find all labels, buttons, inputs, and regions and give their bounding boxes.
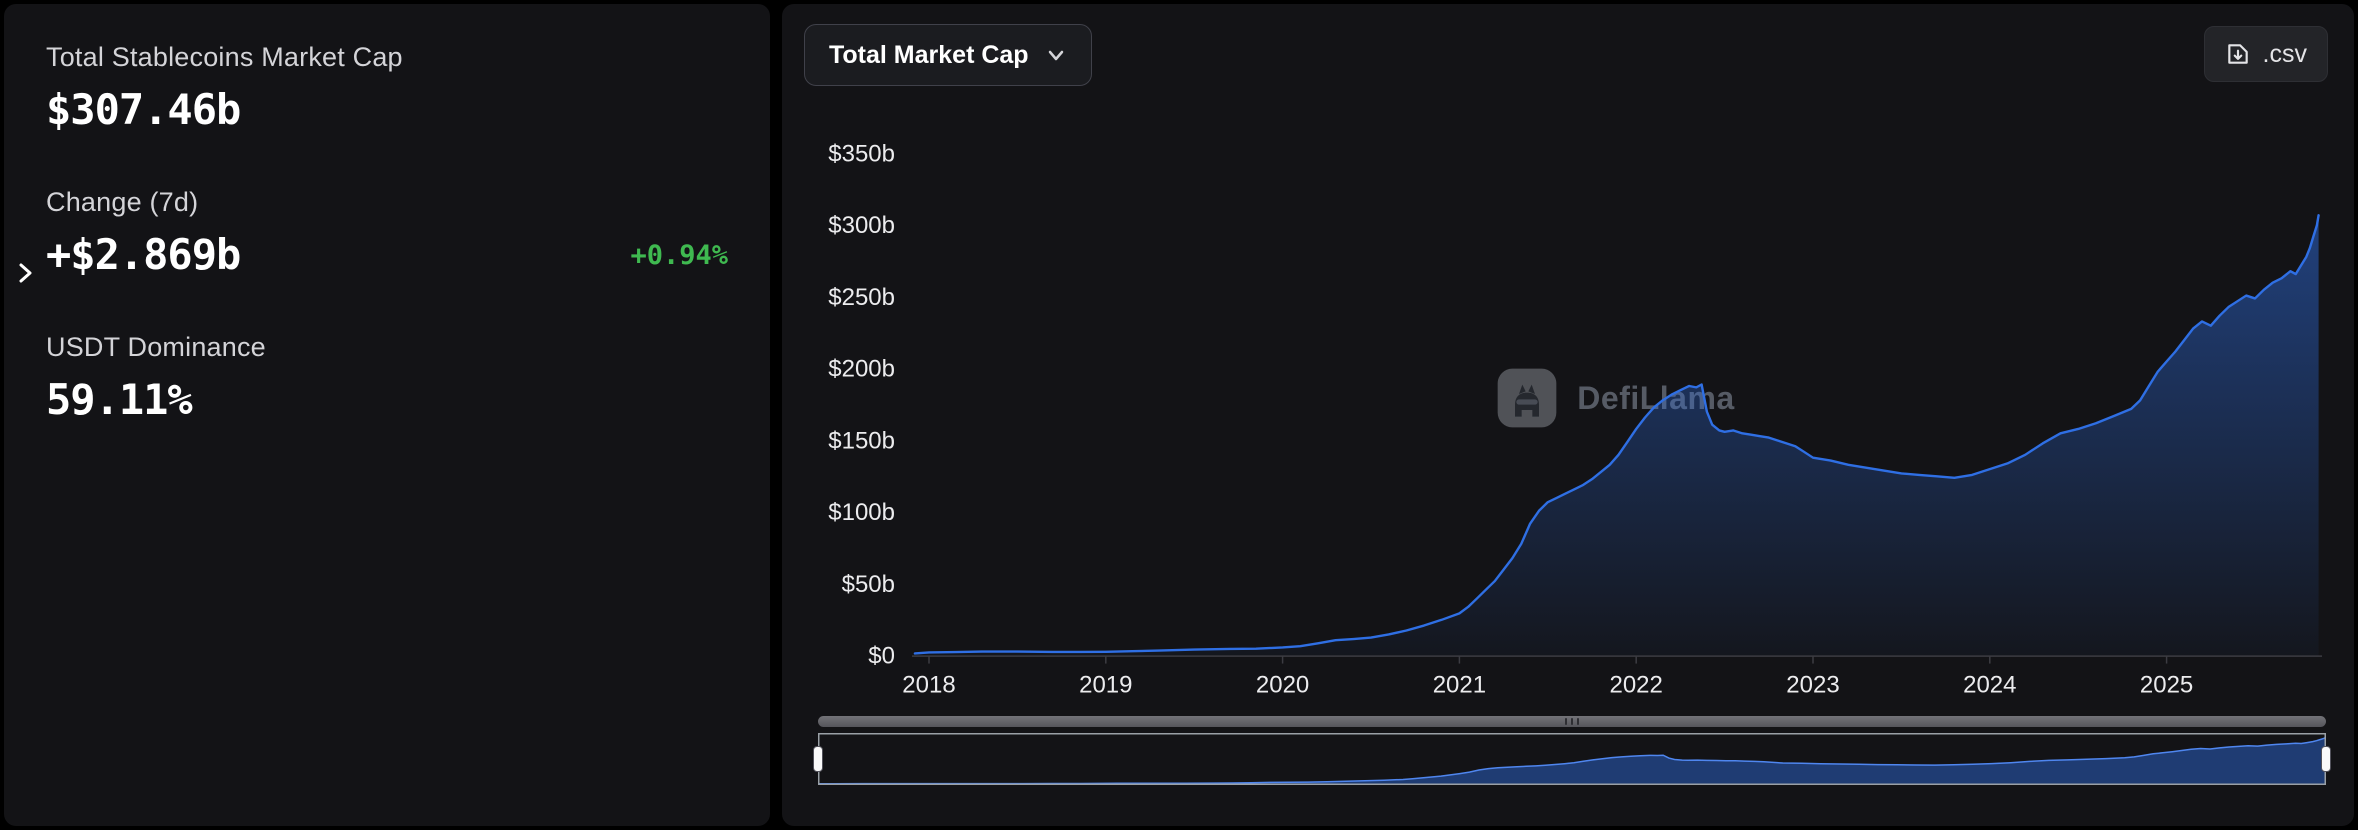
change-value: +$2.869b bbox=[46, 230, 241, 280]
expand-chevron-icon[interactable] bbox=[12, 260, 38, 286]
svg-text:$50b: $50b bbox=[842, 571, 895, 598]
scrollbar-grip-icon bbox=[1565, 718, 1567, 725]
brush-minimap-chart[interactable] bbox=[818, 733, 2326, 785]
metric-selector-dropdown[interactable]: Total Market Cap bbox=[804, 24, 1092, 86]
svg-text:2022: 2022 bbox=[1610, 671, 1663, 698]
svg-text:$0: $0 bbox=[868, 643, 895, 670]
line-series bbox=[913, 214, 2320, 655]
svg-text:2018: 2018 bbox=[902, 671, 955, 698]
svg-text:2019: 2019 bbox=[1079, 671, 1132, 698]
brush-handle-left[interactable] bbox=[813, 746, 823, 772]
svg-text:2020: 2020 bbox=[1256, 671, 1309, 698]
chevron-down-icon bbox=[1048, 50, 1063, 61]
download-file-icon bbox=[2227, 44, 2248, 64]
change-label: Change (7d) bbox=[46, 187, 199, 218]
svg-text:2023: 2023 bbox=[1786, 671, 1839, 698]
svg-text:$200b: $200b bbox=[828, 356, 895, 383]
change-percent: +0.94% bbox=[630, 239, 728, 271]
brush-handle-right[interactable] bbox=[2321, 746, 2331, 772]
zoom-scrollbar[interactable] bbox=[818, 716, 2326, 727]
market-cap-value: $307.46b bbox=[46, 85, 241, 134]
change-row: +$2.869b +0.94% bbox=[46, 230, 728, 280]
svg-text:$350b: $350b bbox=[828, 141, 895, 168]
scrollbar-grip-icon bbox=[1571, 718, 1573, 725]
area-series bbox=[914, 215, 2319, 656]
chart-panel: Total Market Cap .csv DefiLlama 2018 2019… bbox=[782, 4, 2354, 826]
defillama-watermark: DefiLlama bbox=[915, 366, 2315, 430]
y-axis: $0 $50b $100b $150b $200b $250b $300b $350b bbox=[828, 141, 895, 670]
metric-selector-label: Total Market Cap bbox=[829, 40, 1029, 69]
market-cap-stat: Total Stablecoins Market Cap $307.46b bbox=[46, 42, 728, 133]
market-cap-chart[interactable]: 2018 2019 2020 2021 2022 2023 2024 2025 $0 $50b $1… bbox=[782, 4, 2354, 826]
svg-text:$300b: $300b bbox=[828, 212, 895, 239]
svg-text:2024: 2024 bbox=[1963, 671, 2016, 698]
svg-text:$150b: $150b bbox=[828, 427, 895, 454]
svg-text:$100b: $100b bbox=[828, 499, 895, 526]
svg-text:2021: 2021 bbox=[1433, 671, 1486, 698]
dominance-label: USDT Dominance bbox=[46, 332, 266, 363]
market-cap-label: Total Stablecoins Market Cap bbox=[46, 42, 403, 72]
change-stat: Change (7d) +$2.869b +0.94% bbox=[46, 187, 728, 278]
csv-button-label: .csv bbox=[2262, 39, 2307, 68]
stats-panel: Total Stablecoins Market Cap $307.46b Ch… bbox=[4, 4, 770, 826]
svg-text:$250b: $250b bbox=[828, 284, 895, 311]
scrollbar-grip-icon bbox=[1577, 718, 1579, 725]
x-axis: 2018 2019 2020 2021 2022 2023 2024 2025 bbox=[902, 655, 2322, 698]
defillama-logo-icon bbox=[1497, 368, 1557, 428]
svg-text:2025: 2025 bbox=[2140, 671, 2193, 698]
dominance-value: 59.11% bbox=[46, 375, 193, 425]
download-csv-button[interactable]: .csv bbox=[2203, 26, 2328, 82]
dominance-stat: USDT Dominance 59.11% bbox=[46, 332, 728, 423]
